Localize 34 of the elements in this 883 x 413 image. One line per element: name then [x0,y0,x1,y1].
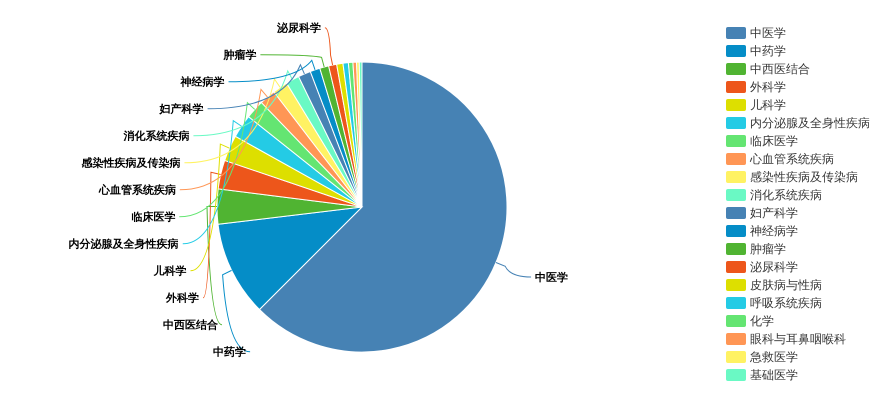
legend-label: 眼科与耳鼻咽喉科 [750,332,846,346]
slice-label: 内分泌腺及全身性疾病 [68,238,179,251]
legend-label: 呼吸系统疾病 [750,296,822,310]
legend-label: 感染性疾病及传染病 [750,170,858,184]
legend-label: 儿科学 [750,98,786,112]
legend-label: 消化系统疾病 [750,188,822,202]
legend-label: 妇产科学 [750,206,798,220]
legend-label: 中西医结合 [750,62,810,76]
slice-label: 心血管系统疾病 [98,184,176,197]
slice-label: 外科学 [165,292,200,305]
legend-label: 神经病学 [750,224,798,238]
legend-label: 心血管系统疾病 [749,152,834,166]
slice-label: 神经病学 [180,76,225,89]
legend-label: 肿瘤学 [750,242,786,256]
legend-label: 临床医学 [750,134,798,148]
slice-label: 泌尿科学 [276,22,321,35]
legend-label: 外科学 [750,80,786,94]
legend-label: 急救医学 [749,350,798,364]
slice-label: 中药学 [213,346,246,359]
legend-label: 中医学 [750,26,786,40]
slice-label: 肿瘤学 [222,48,256,62]
legend-label: 泌尿科学 [750,260,798,274]
slice-label: 感染性疾病及传染病 [80,156,180,170]
slice-label: 中医学 [535,270,568,284]
slice-label: 妇产科学 [158,102,204,116]
legend-label: 皮肤病与性病 [750,278,822,292]
slice-label: 中西医结合 [162,318,219,332]
legend-label: 基础医学 [750,368,798,382]
slice-label: 消化系统疾病 [122,130,190,143]
legend-label: 化学 [750,314,774,328]
slice-label: 儿科学 [152,264,186,278]
slice-label: 临床医学 [131,210,176,224]
legend-label: 内分泌腺及全身性疾病 [750,116,870,130]
legend-label: 中药学 [750,44,786,58]
